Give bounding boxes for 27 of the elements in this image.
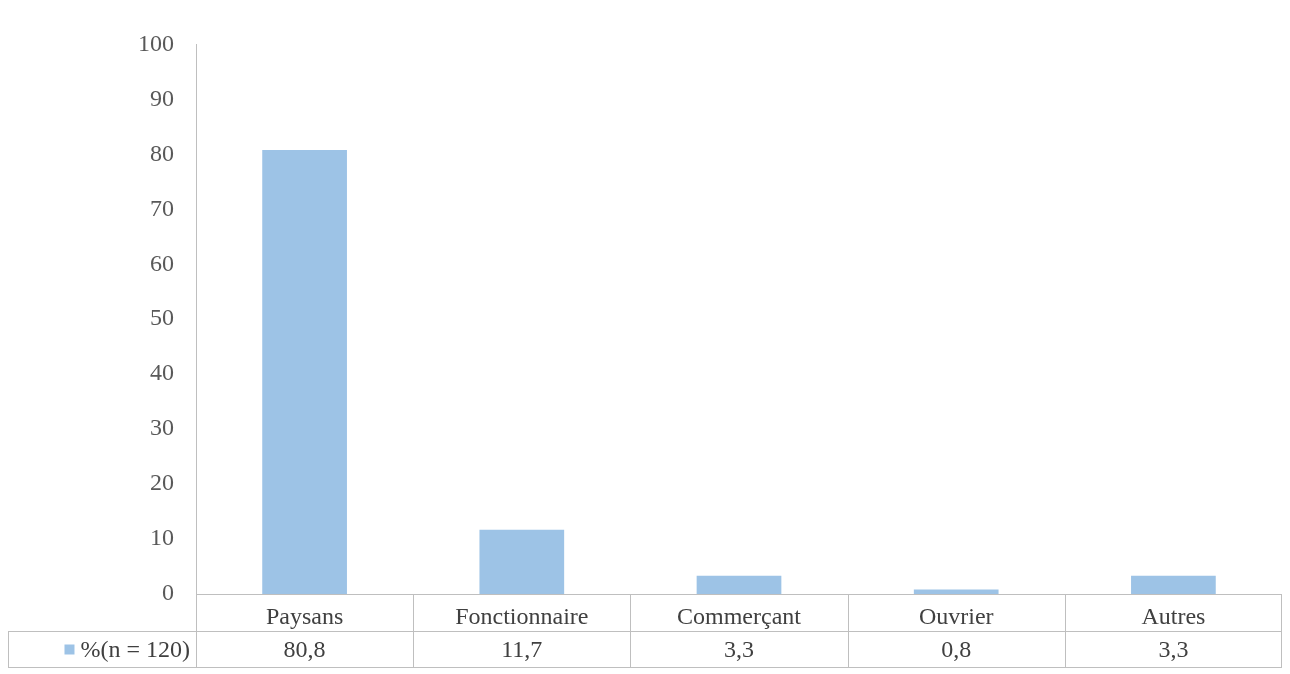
y-tick-label: 40 [150, 359, 174, 386]
x-tick-label: Autres [1141, 602, 1206, 629]
y-tick-label: 20 [150, 469, 174, 496]
y-tick-label: 30 [150, 414, 174, 441]
data-label: 3,3 [1158, 635, 1189, 662]
bar [262, 149, 347, 594]
data-label: 11,7 [501, 635, 543, 662]
data-label: 3,3 [724, 635, 754, 662]
data-label: 80,8 [283, 635, 326, 662]
x-tick-label: Ouvrier [918, 602, 994, 629]
bar [479, 529, 565, 594]
bar [696, 575, 782, 594]
bar [1131, 575, 1216, 594]
y-tick-label: 70 [150, 194, 174, 221]
x-tick-label: Fonctionnaire [455, 602, 589, 629]
y-tick-label: 0 [162, 579, 174, 606]
bar [913, 589, 999, 594]
data-label: 0,8 [941, 635, 972, 662]
x-tick-label: Commerçant [677, 602, 802, 629]
y-tick-label: 100 [138, 29, 174, 56]
y-tick-label: 80 [150, 139, 174, 166]
y-tick-label: 60 [150, 249, 174, 276]
x-tick-label: Paysans [265, 602, 344, 629]
y-tick-label: 10 [150, 524, 174, 551]
y-tick-label: 90 [150, 84, 174, 111]
y-tick-label: 50 [150, 304, 174, 331]
legend-label: %(n = 120) [80, 635, 190, 662]
